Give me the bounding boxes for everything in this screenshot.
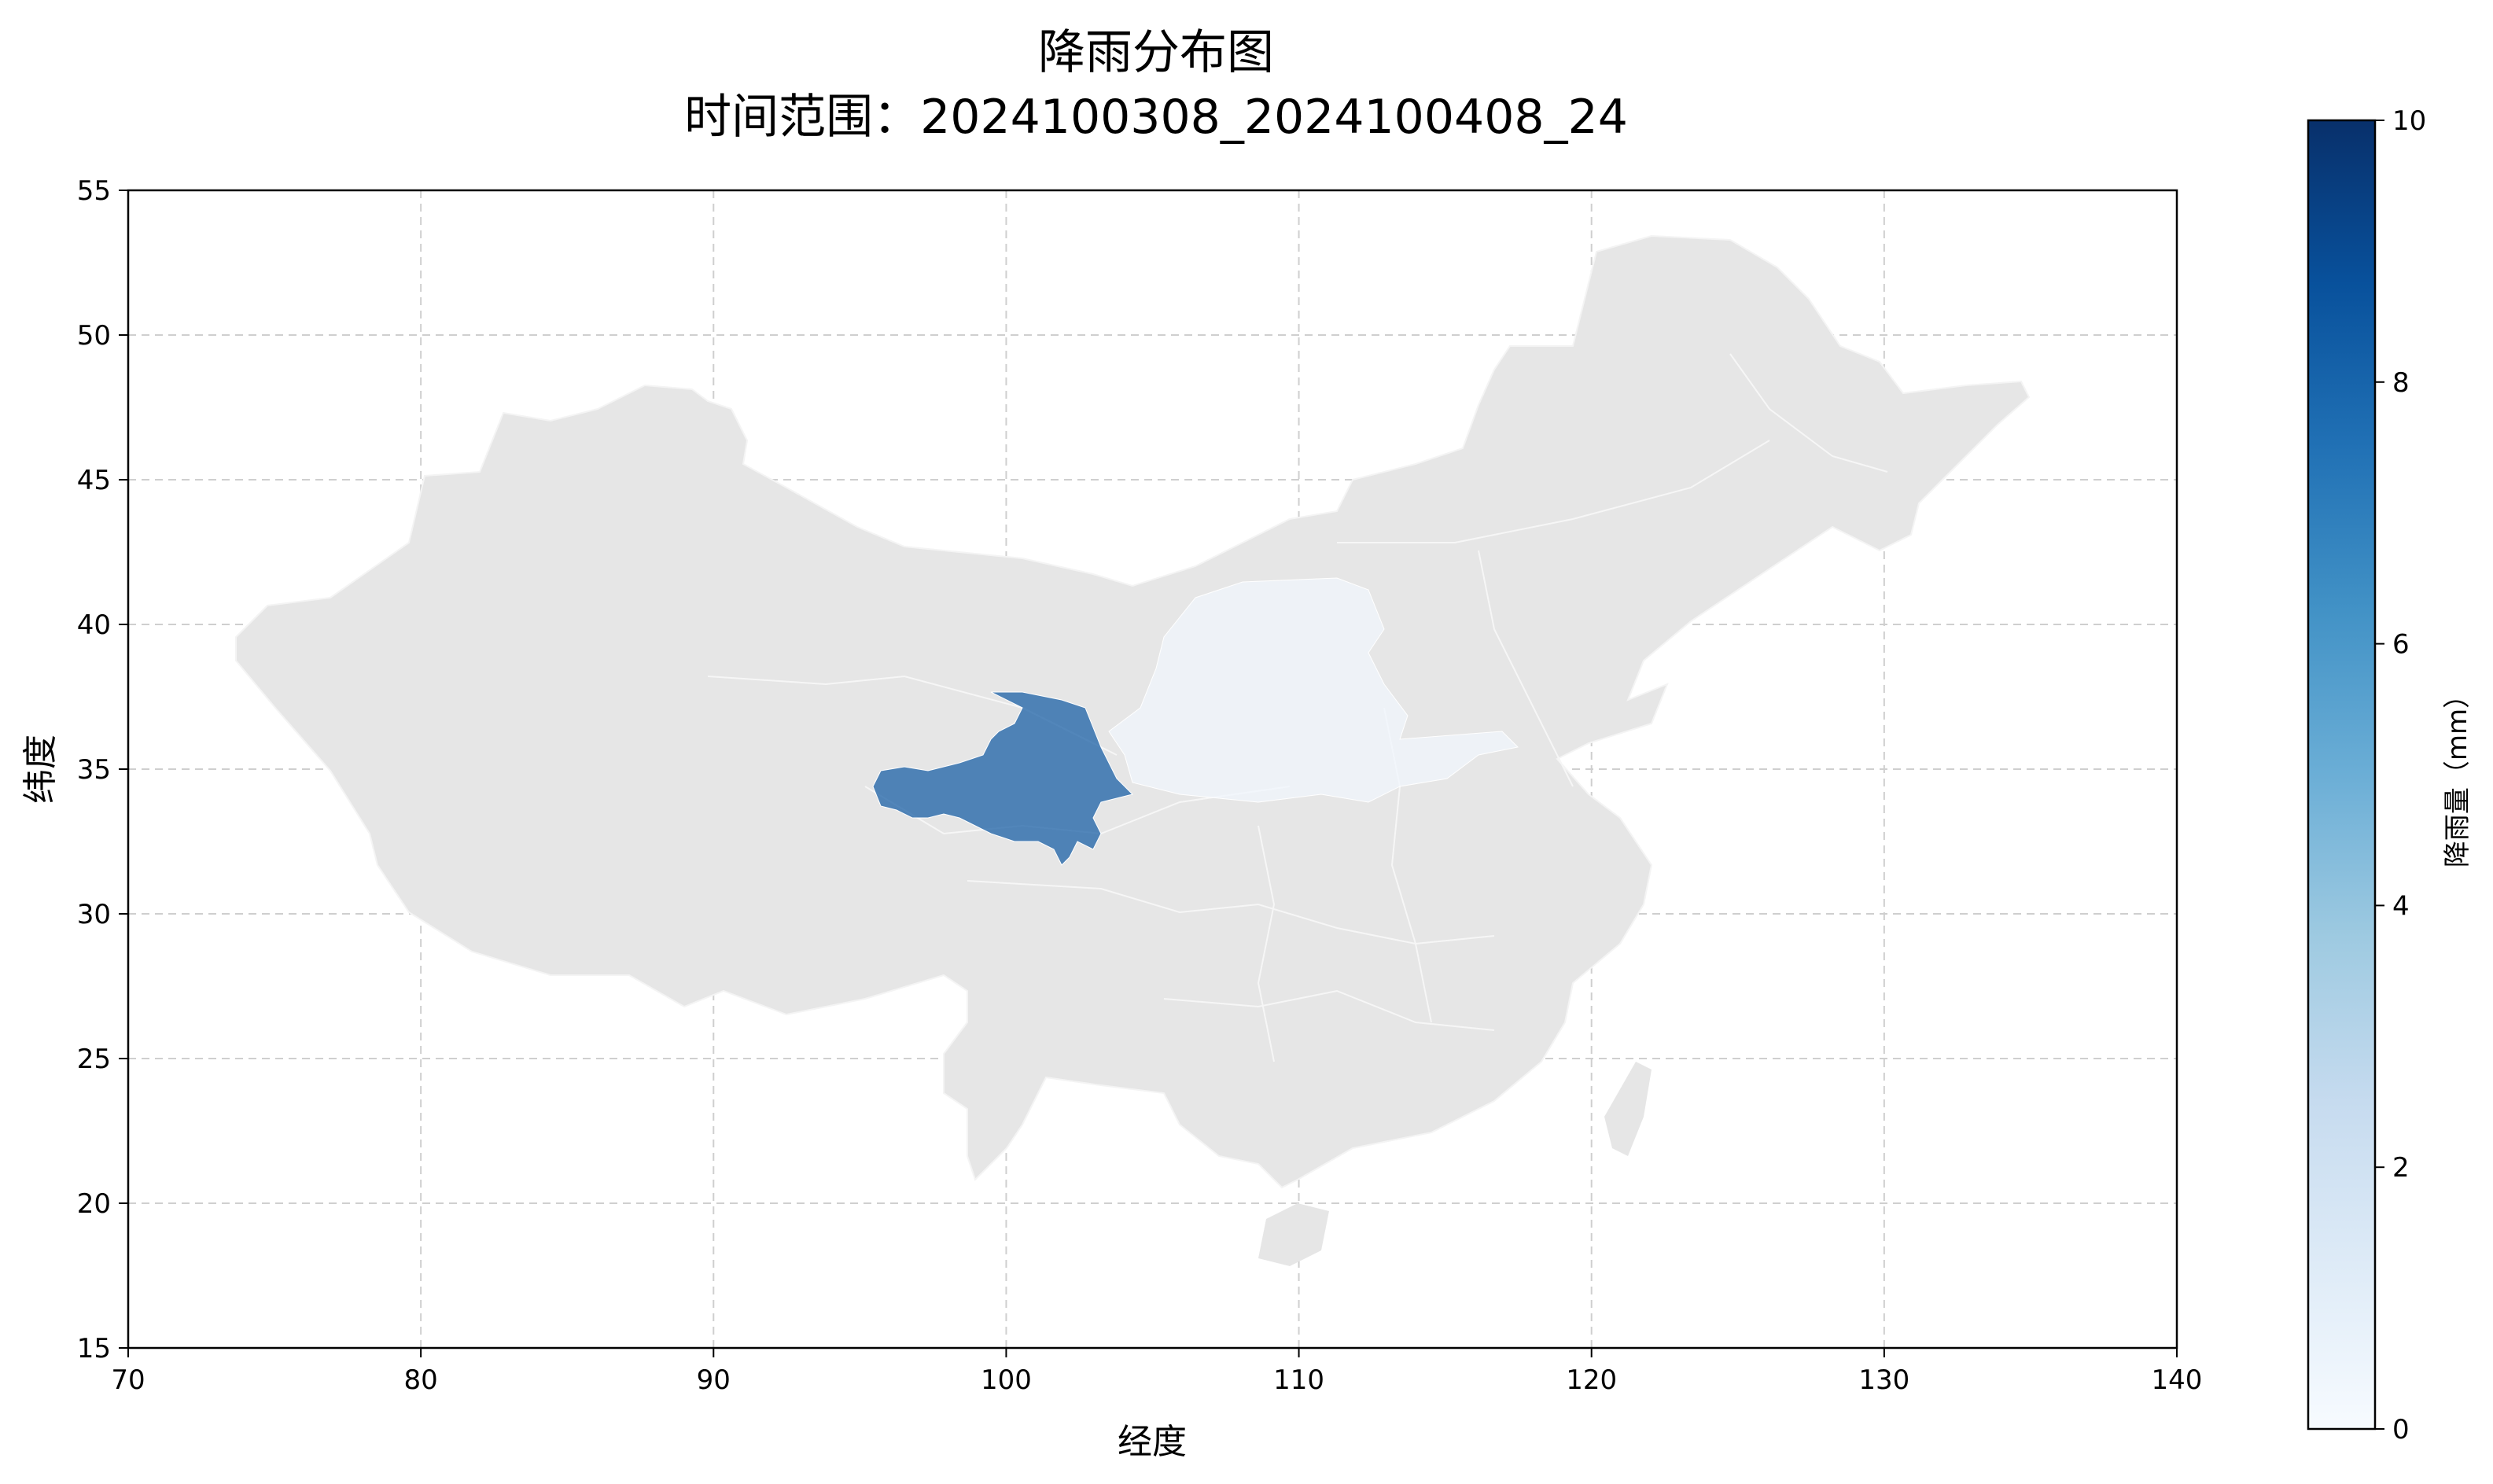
colorbar-tick-label: 6: [2392, 629, 2410, 661]
colorbar-tick-label: 10: [2392, 105, 2426, 137]
y-tick-label: 30: [77, 899, 111, 930]
chart-subtitle: 时间范围：2024100308_2024100408_24: [0, 79, 2312, 147]
colorbar-tick-label: 8: [2392, 367, 2410, 399]
x-tick-label: 70: [111, 1364, 145, 1396]
china-map: [235, 234, 2031, 1266]
region-shaanxi-shanxi-north: [1108, 577, 1519, 803]
y-axis-label: 纬度: [20, 735, 61, 804]
colorbar-tick-label: 2: [2392, 1152, 2410, 1184]
province-border: [1729, 353, 1888, 473]
y-tick-label: 25: [77, 1044, 111, 1075]
x-axis-ticks: 70 80 90 100 110 120 130 140: [111, 1348, 2202, 1396]
x-tick-label: 100: [981, 1364, 1032, 1396]
colorbar-tick-label: 0: [2392, 1414, 2410, 1445]
colorbar-gradient: [2307, 119, 2377, 1431]
chart-title: 降雨分布图: [1038, 25, 1274, 80]
taiwan-island: [1604, 1062, 1652, 1156]
x-axis-label: 经度: [1118, 1422, 1187, 1462]
x-tick-label: 90: [697, 1364, 731, 1396]
x-tick-label: 130: [1858, 1364, 1909, 1396]
x-tick-label: 80: [404, 1364, 438, 1396]
x-tick-label: 140: [2152, 1364, 2203, 1396]
y-axis-ticks: 15 20 25 30 35 40 45 50 55: [77, 175, 128, 1364]
y-tick-label: 35: [77, 754, 111, 786]
y-tick-label: 45: [77, 465, 111, 496]
province-border: [1478, 550, 1574, 787]
y-tick-label: 40: [77, 609, 111, 641]
china-landmass: [235, 234, 2031, 1189]
colorbar-tick-label: 4: [2392, 890, 2410, 922]
province-border: [1257, 825, 1276, 1062]
hainan-island: [1258, 1203, 1329, 1266]
time-range-prefix: 时间范围：: [684, 90, 921, 145]
colorbar-label: 降雨量（mm）: [2442, 682, 2473, 867]
time-range-value: 2024100308_2024100408_24: [920, 90, 1628, 145]
province-border: [1337, 440, 1770, 543]
y-tick-label: 50: [77, 320, 111, 352]
y-tick-label: 15: [77, 1333, 111, 1364]
region-qinghai-east: [872, 691, 1133, 866]
province-border: [1163, 989, 1495, 1031]
y-tick-label: 20: [77, 1188, 111, 1220]
x-tick-label: 110: [1273, 1364, 1324, 1396]
x-tick-label: 120: [1566, 1364, 1617, 1396]
y-tick-label: 55: [77, 175, 111, 207]
colorbar-ticks: 0 2 4 6 8 10: [2375, 105, 2426, 1445]
colorbar: 0 2 4 6 8 10 降雨量（mm）: [2307, 105, 2473, 1445]
